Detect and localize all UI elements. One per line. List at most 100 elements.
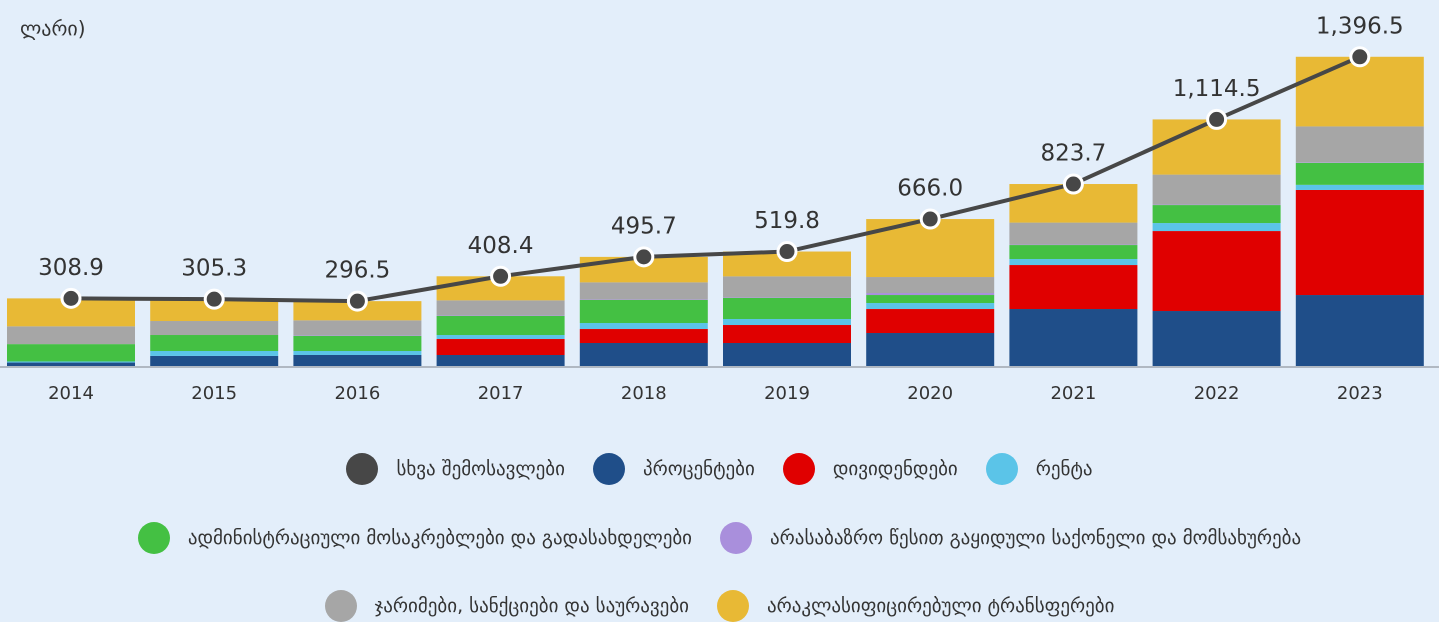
bar-segment (7, 326, 135, 344)
x-tick-label: 2016 (334, 383, 380, 404)
bar-segment (293, 336, 421, 351)
bar-segment (723, 276, 851, 297)
legend-swatch (325, 590, 357, 622)
bar-segment (723, 319, 851, 325)
data-label: 305.3 (181, 256, 247, 282)
bar-segment (437, 335, 565, 339)
bar-segment (1009, 309, 1137, 367)
bar-segment (150, 335, 278, 351)
data-label: 1,114.5 (1173, 76, 1261, 102)
legend-label: ადმინისტრაციული მოსაკრებლები და გადასახდ… (188, 527, 692, 549)
data-label: 308.9 (38, 255, 104, 281)
bar-segment (1009, 223, 1137, 245)
x-tick-label: 2020 (907, 383, 953, 404)
legend-item: არასაბაზრო წესით გაყიდული საქონელი და მო… (720, 522, 1301, 554)
legend-label: რენტა (1036, 458, 1093, 480)
line-point (205, 290, 223, 308)
legend-label: დივიდენდები (833, 458, 958, 480)
legend-item: ადმინისტრაციული მოსაკრებლები და გადასახდ… (138, 522, 692, 554)
legend-item: სხვა შემოსავლები (346, 453, 565, 485)
data-label: 296.5 (324, 258, 390, 284)
legend-item: პროცენტები (593, 453, 755, 485)
bar-segment (1153, 311, 1281, 367)
bar-segment (723, 325, 851, 343)
bar-segment (1153, 223, 1281, 231)
bar-segment (437, 316, 565, 335)
legend-row: ადმინისტრაციული მოსაკრებლები და გადასახდ… (0, 522, 1439, 554)
x-tick-label: 2017 (478, 383, 524, 404)
bar-segment (866, 293, 994, 295)
bar-segment (580, 282, 708, 299)
x-tick-label: 2015 (191, 383, 237, 404)
x-tick-label: 2014 (48, 383, 94, 404)
x-tick-label: 2021 (1050, 383, 1096, 404)
line-point (778, 243, 796, 261)
bar-segment (1153, 231, 1281, 311)
line-point (492, 267, 510, 285)
bar-segment (723, 343, 851, 367)
bar-segment (866, 309, 994, 333)
legend-item: არაკლასიფიცირებული ტრანსფერები (717, 590, 1114, 622)
bar-segment (866, 295, 994, 303)
data-label: 495.7 (611, 213, 677, 239)
bar-segment (866, 303, 994, 309)
bar-segment (7, 344, 135, 361)
line-point (62, 289, 80, 307)
bar-segment (437, 300, 565, 315)
bar-segment (1153, 175, 1281, 205)
x-tick-label: 2018 (621, 383, 667, 404)
data-label: 1,396.5 (1316, 13, 1404, 39)
legend-swatch (717, 590, 749, 622)
bar-segment (1009, 265, 1137, 309)
legend-item: რენტა (986, 453, 1093, 485)
chart-title: ლარი) (20, 17, 86, 41)
bar-segment (293, 355, 421, 367)
line-point (921, 210, 939, 228)
data-label: 408.4 (468, 233, 534, 259)
line-point (1064, 175, 1082, 193)
legend-row: სხვა შემოსავლები პროცენტები დივიდენდები რენ… (0, 453, 1439, 485)
bar-segment (7, 361, 135, 362)
legend-swatch (720, 522, 752, 554)
legend-item: დივიდენდები (783, 453, 958, 485)
bar-segment (437, 339, 565, 355)
bar-segment (1296, 295, 1424, 367)
bar-segment (866, 333, 994, 367)
bar-segment (580, 343, 708, 367)
bar-segment (1296, 185, 1424, 190)
bar-segment (150, 321, 278, 335)
bar-segment (1009, 259, 1137, 265)
bar-segment (1296, 190, 1424, 295)
bar-segment (1296, 126, 1424, 162)
legend-item: ჯარიმები, სანქციები და საურავები (325, 590, 689, 622)
line-point (635, 248, 653, 266)
legend-swatch (593, 453, 625, 485)
legend-swatch (783, 453, 815, 485)
legend-swatch (986, 453, 1018, 485)
bar-segment (1296, 163, 1424, 185)
bar-segment (723, 298, 851, 319)
legend-swatch (138, 522, 170, 554)
line-point (1208, 110, 1226, 128)
bar-segment (1153, 205, 1281, 223)
bar-segment (293, 320, 421, 335)
bar-segment (1009, 245, 1137, 259)
bar-segment (150, 351, 278, 356)
legend-label: არასაბაზრო წესით გაყიდული საქონელი და მო… (770, 527, 1301, 549)
bar-segment (437, 355, 565, 367)
legend-label: ჯარიმები, სანქციები და საურავები (375, 595, 689, 617)
legend-label: პროცენტები (643, 458, 755, 480)
x-tick-label: 2019 (764, 383, 810, 404)
legend-label: სხვა შემოსავლები (396, 458, 565, 480)
line-point (348, 292, 366, 310)
bar-segment (580, 323, 708, 329)
legend-swatch (346, 453, 378, 485)
bar-segment (580, 329, 708, 343)
line-point (1351, 48, 1369, 66)
bar-segment (293, 351, 421, 355)
data-label: 666.0 (897, 176, 963, 202)
bar-segment (150, 356, 278, 367)
data-label: 823.7 (1040, 141, 1106, 167)
